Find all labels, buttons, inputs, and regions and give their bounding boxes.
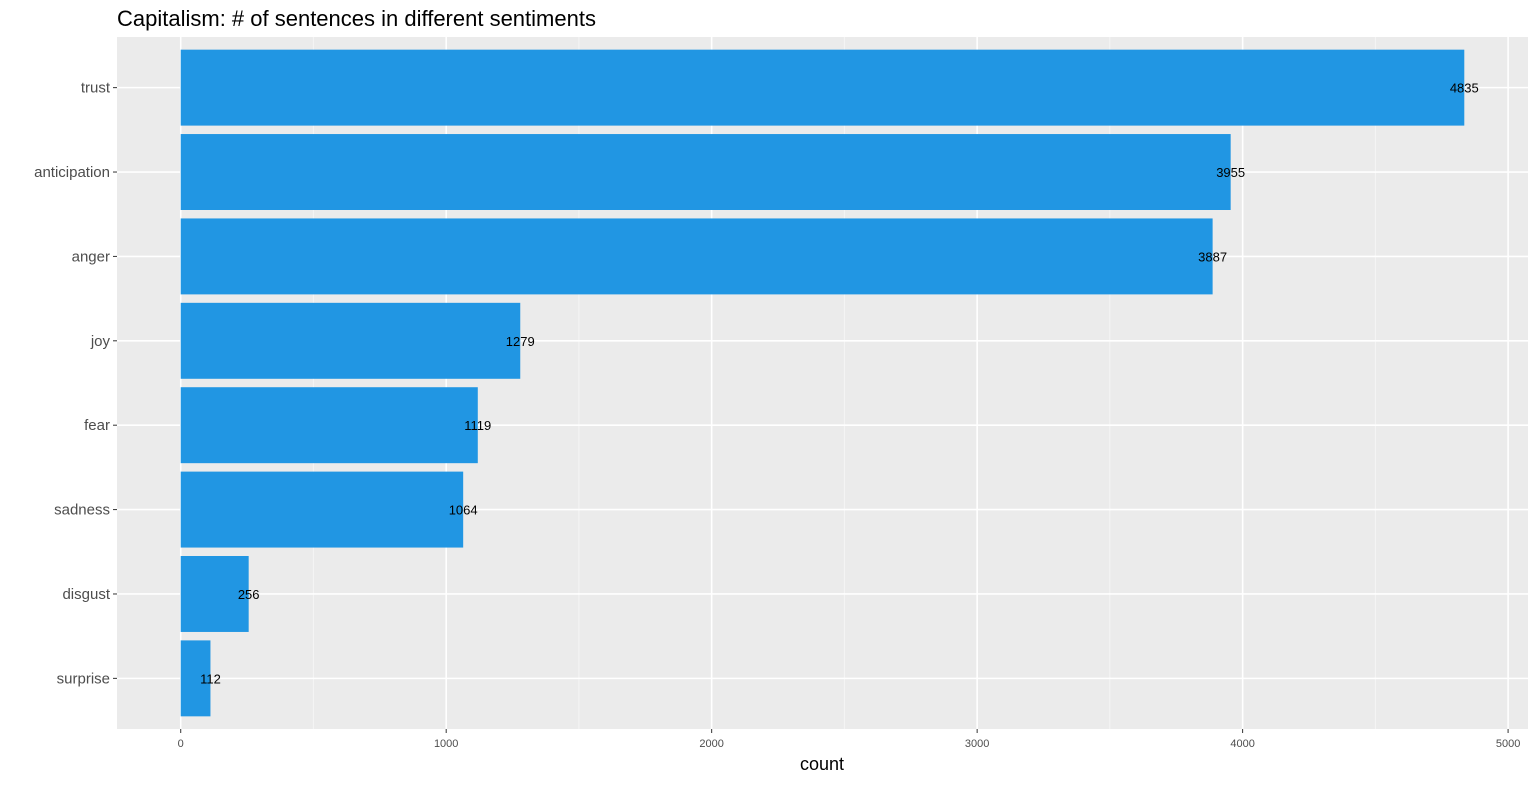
x-tick-label: 1000 — [434, 738, 458, 750]
bar — [180, 218, 1213, 295]
data-label: 112 — [200, 671, 221, 686]
x-axis: 0 1000 2000 3000 4000 5000 — [178, 729, 1520, 750]
data-label: 256 — [238, 587, 260, 602]
data-label: 3955 — [1216, 165, 1245, 180]
x-tick-label: 4000 — [1230, 738, 1254, 750]
y-tick-label: fear — [84, 417, 110, 434]
bar — [180, 302, 521, 379]
bar — [180, 134, 1231, 210]
data-labels: 4835 3955 3887 1279 1119 1064 256 112 — [200, 81, 1479, 687]
x-axis-title: count — [800, 754, 844, 774]
y-tick-label: sadness — [54, 502, 110, 519]
bar — [180, 640, 211, 717]
data-label: 4835 — [1450, 81, 1479, 96]
bars — [180, 49, 1465, 717]
data-label: 3887 — [1198, 249, 1227, 264]
x-tick-label: 2000 — [699, 738, 723, 750]
y-tick-label: disgust — [62, 586, 110, 603]
x-tick-label: 0 — [178, 738, 184, 750]
bar — [180, 471, 464, 548]
y-tick-label: surprise — [57, 670, 110, 687]
data-label: 1279 — [506, 334, 535, 349]
bar — [180, 556, 249, 632]
y-axis: trust anticipation anger joy fear sadness disg… — [34, 80, 117, 687]
x-tick-label: 5000 — [1496, 738, 1520, 750]
bar — [180, 49, 1465, 126]
y-tick-label: anger — [72, 248, 110, 265]
x-tick-label: 3000 — [965, 738, 989, 750]
y-tick-label: joy — [90, 333, 111, 350]
y-tick-label: anticipation — [34, 164, 110, 181]
y-tick-label: trust — [81, 80, 111, 97]
data-label: 1064 — [449, 503, 478, 518]
bar — [180, 387, 478, 464]
chart-title: Capitalism: # of sentences in different … — [117, 6, 596, 31]
data-label: 1119 — [464, 418, 491, 433]
